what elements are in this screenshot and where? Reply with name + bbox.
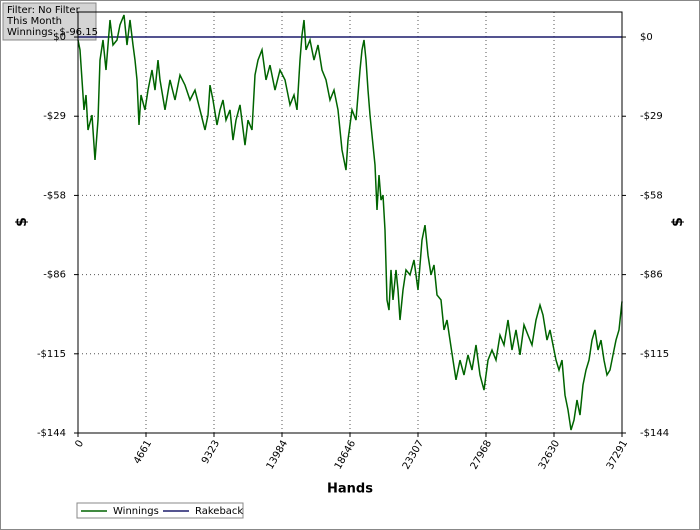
y2-tick-label: -$29 (640, 111, 663, 122)
y-tick-label: $0 (53, 32, 66, 43)
y2-tick-label: -$86 (640, 270, 663, 281)
y-tick-label: -$86 (43, 270, 66, 281)
y-tick-label: -$58 (43, 190, 66, 201)
x-axis-label: Hands (327, 482, 373, 497)
y-tick-label: -$29 (43, 111, 66, 122)
y2-axis-label: $ (670, 217, 686, 227)
plot-border (77, 11, 623, 434)
annotation: Winnings: $-96.15 (7, 27, 98, 38)
annotation: This Month (6, 16, 62, 27)
y-tick-label: -$115 (37, 349, 66, 360)
filter-box (2, 2, 97, 41)
legend-box (76, 502, 244, 519)
y2-tick-label: -$144 (640, 428, 669, 439)
y-axis-label: $ (14, 217, 30, 227)
legend-label: Rakeback (195, 506, 243, 517)
y2-tick-label: $0 (640, 32, 653, 43)
y-tick-label: -$144 (37, 428, 66, 439)
x-tick-label: 0 (73, 439, 86, 450)
series-line (77, 14, 623, 431)
annotation: Filter: No Filter (7, 5, 81, 16)
y2-tick-label: -$115 (640, 349, 669, 360)
y2-tick-label: -$58 (640, 190, 663, 201)
legend-label: Winnings (113, 506, 159, 517)
